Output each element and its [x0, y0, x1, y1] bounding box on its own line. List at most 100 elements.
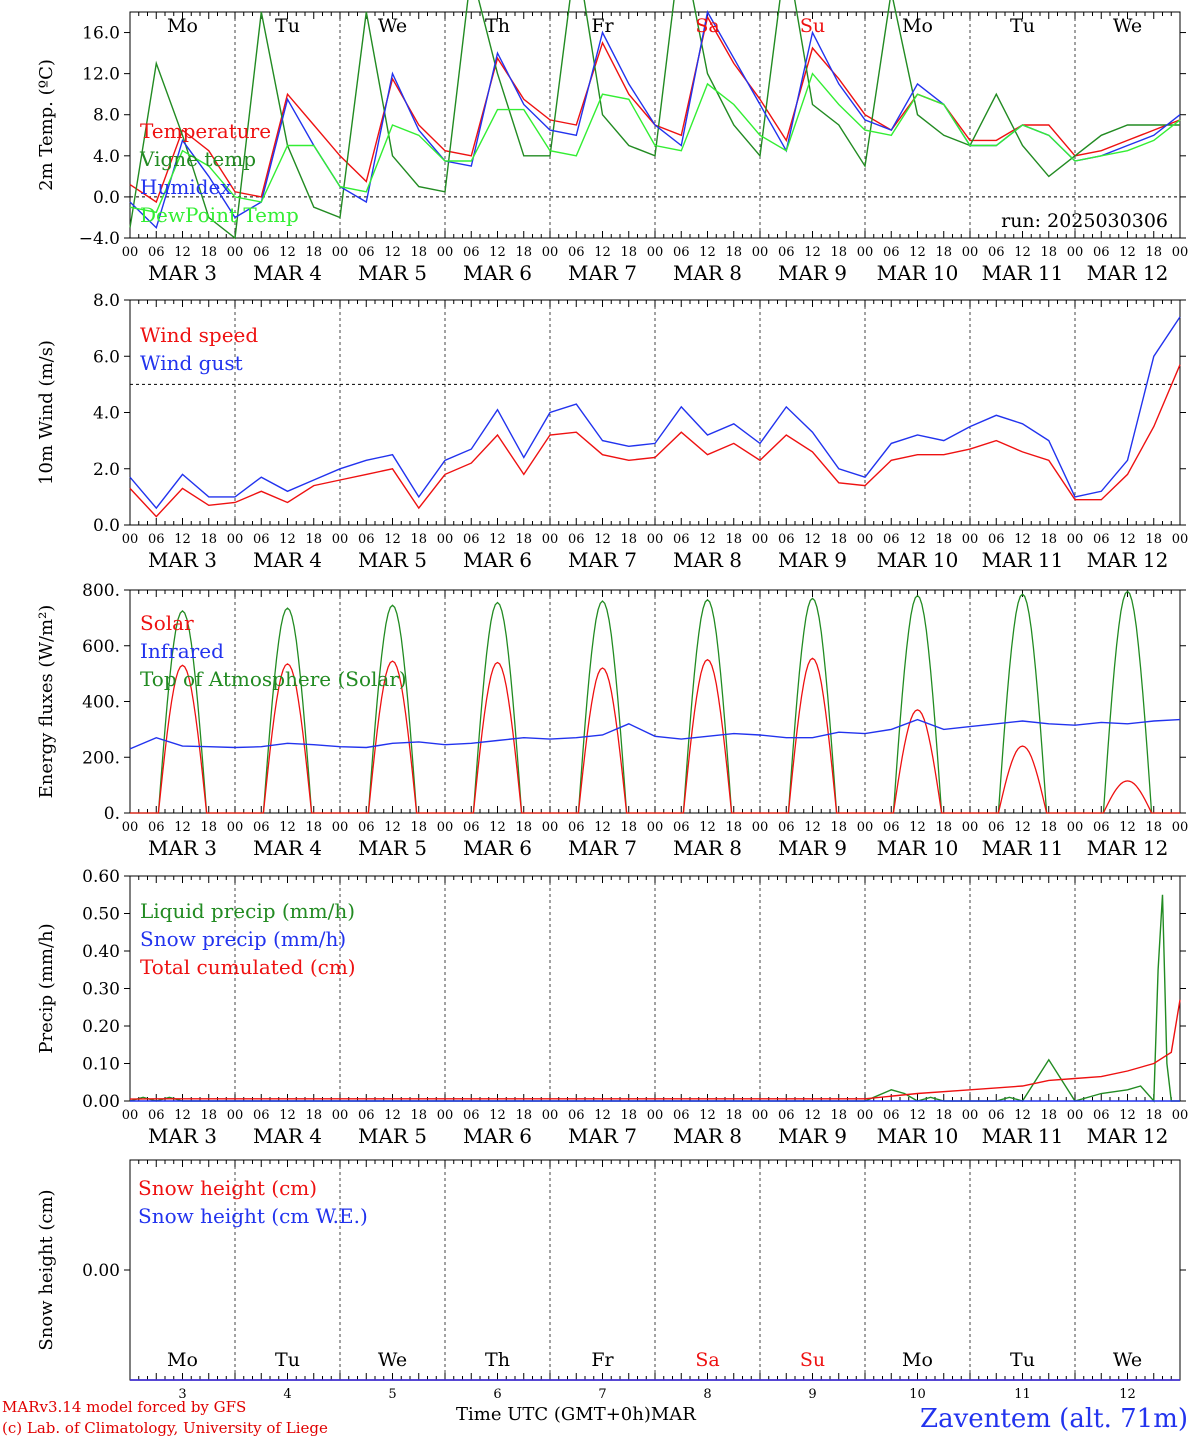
- hour-label: 06: [253, 245, 270, 260]
- legend-entry: Snow precip (mm/h): [140, 927, 346, 951]
- date-label: MAR 12: [1087, 1124, 1169, 1148]
- hour-label: 00: [332, 820, 349, 835]
- series-wind-gust: [129, 316, 1181, 510]
- hour-label: 06: [1093, 1108, 1110, 1123]
- y-tick-label: 4.0: [93, 404, 120, 424]
- hour-label: 00: [437, 532, 454, 547]
- date-label: MAR 10: [877, 836, 959, 860]
- hour-label: 12: [384, 820, 401, 835]
- hour-label: 06: [568, 820, 585, 835]
- hour-label: 18: [515, 245, 532, 260]
- hour-label: 18: [935, 820, 952, 835]
- hour-label: 18: [1040, 1108, 1057, 1123]
- date-label: MAR 7: [568, 836, 637, 860]
- day-number: 8: [703, 1387, 711, 1402]
- y-axis-label: Precip (mm/h): [36, 923, 57, 1053]
- date-label: MAR 3: [148, 1124, 217, 1148]
- day-label-bottom: Th: [485, 1349, 510, 1371]
- panel-2: [124, 299, 1186, 526]
- y-tick-label: 0.40: [82, 942, 120, 962]
- hour-label: 18: [1040, 820, 1057, 835]
- hour-label: 06: [883, 1108, 900, 1123]
- y-tick-label: 0.0: [93, 516, 120, 536]
- hour-label: 00: [542, 532, 559, 547]
- x-axis-title-text: Time UTC (GMT+0h): [456, 1404, 651, 1425]
- hour-label: 18: [830, 820, 847, 835]
- hour-label: 06: [988, 532, 1005, 547]
- hour-label: 06: [778, 532, 795, 547]
- hour-label: 00: [962, 532, 979, 547]
- hour-label: 00: [122, 1108, 139, 1123]
- date-label: MAR 7: [568, 1124, 637, 1148]
- hour-label: 12: [594, 532, 611, 547]
- hour-label: 06: [358, 532, 375, 547]
- y-tick-label: 8.0: [93, 291, 120, 311]
- hour-label: 06: [883, 820, 900, 835]
- hour-label: 06: [988, 1108, 1005, 1123]
- date-label: MAR 3: [148, 261, 217, 285]
- day-label-top: Tu: [1010, 15, 1035, 37]
- footer-model-credit: MARv3.14 model forced by GFS: [2, 1398, 247, 1416]
- hour-label: 06: [1093, 820, 1110, 835]
- hour-label: 00: [332, 245, 349, 260]
- y-tick-label: 0.60: [82, 867, 120, 887]
- hour-label: 00: [962, 820, 979, 835]
- hour-label: 18: [725, 1108, 742, 1123]
- hour-label: 00: [647, 532, 664, 547]
- y-tick-label: 12.0: [82, 65, 120, 85]
- day-label-bottom: Sa: [695, 1349, 719, 1371]
- hour-label: 06: [463, 1108, 480, 1123]
- hour-label: 18: [200, 820, 217, 835]
- y-tick-label: 400.: [82, 693, 120, 713]
- hour-label: 00: [1067, 1108, 1084, 1123]
- hour-label: 18: [725, 820, 742, 835]
- hour-label: 18: [200, 1108, 217, 1123]
- day-number: 12: [1119, 1387, 1136, 1402]
- run-label: run: 2025030306: [1001, 210, 1168, 232]
- hour-label: 00: [437, 1108, 454, 1123]
- hour-label: 12: [804, 532, 821, 547]
- day-label-top: Mo: [167, 15, 198, 37]
- y-tick-label: 16.0: [82, 24, 120, 44]
- hour-label: 18: [515, 820, 532, 835]
- hour-label: 00: [962, 245, 979, 260]
- hour-label: 00: [647, 1108, 664, 1123]
- date-label: MAR 5: [358, 548, 427, 572]
- hour-label: 18: [725, 532, 742, 547]
- date-label: MAR 6: [463, 1124, 532, 1148]
- hour-label: 18: [1040, 532, 1057, 547]
- date-label: MAR 9: [778, 1124, 847, 1148]
- legend-entry: Top of Atmosphere (Solar): [140, 667, 407, 691]
- hour-label: 06: [463, 245, 480, 260]
- hour-label: 00: [332, 532, 349, 547]
- hour-label: 06: [673, 820, 690, 835]
- hour-label: 18: [410, 532, 427, 547]
- y-axis-label: 2m Temp. (ºC): [36, 59, 57, 191]
- hour-label: 06: [673, 532, 690, 547]
- panel-5: [124, 1159, 1186, 1381]
- hour-label: 18: [725, 245, 742, 260]
- date-label: MAR 11: [982, 1124, 1064, 1148]
- hour-label: 18: [515, 532, 532, 547]
- hour-label: 18: [620, 1108, 637, 1123]
- day-label-bottom: Tu: [275, 1349, 300, 1371]
- y-tick-label: 4.0: [93, 147, 120, 167]
- hour-label: 18: [830, 1108, 847, 1123]
- date-label: MAR 8: [673, 261, 742, 285]
- date-label: MAR 4: [253, 548, 322, 572]
- y-tick-label: 0.00: [82, 1261, 120, 1281]
- hour-label: 18: [1145, 532, 1162, 547]
- hour-label: 06: [1093, 532, 1110, 547]
- y-tick-label: 0.30: [82, 980, 120, 1000]
- hour-label: 06: [988, 820, 1005, 835]
- hour-label: 18: [1040, 245, 1057, 260]
- hour-label: 12: [384, 245, 401, 260]
- day-label-top: Sa: [695, 15, 719, 37]
- y-tick-label: 0.10: [82, 1055, 120, 1075]
- hour-label: 12: [279, 245, 296, 260]
- hour-label: 00: [1172, 532, 1189, 547]
- hour-label: 12: [1119, 532, 1136, 547]
- hour-label: 18: [620, 820, 637, 835]
- legend-entry: Total cumulated (cm): [140, 955, 356, 979]
- hour-label: 12: [489, 245, 506, 260]
